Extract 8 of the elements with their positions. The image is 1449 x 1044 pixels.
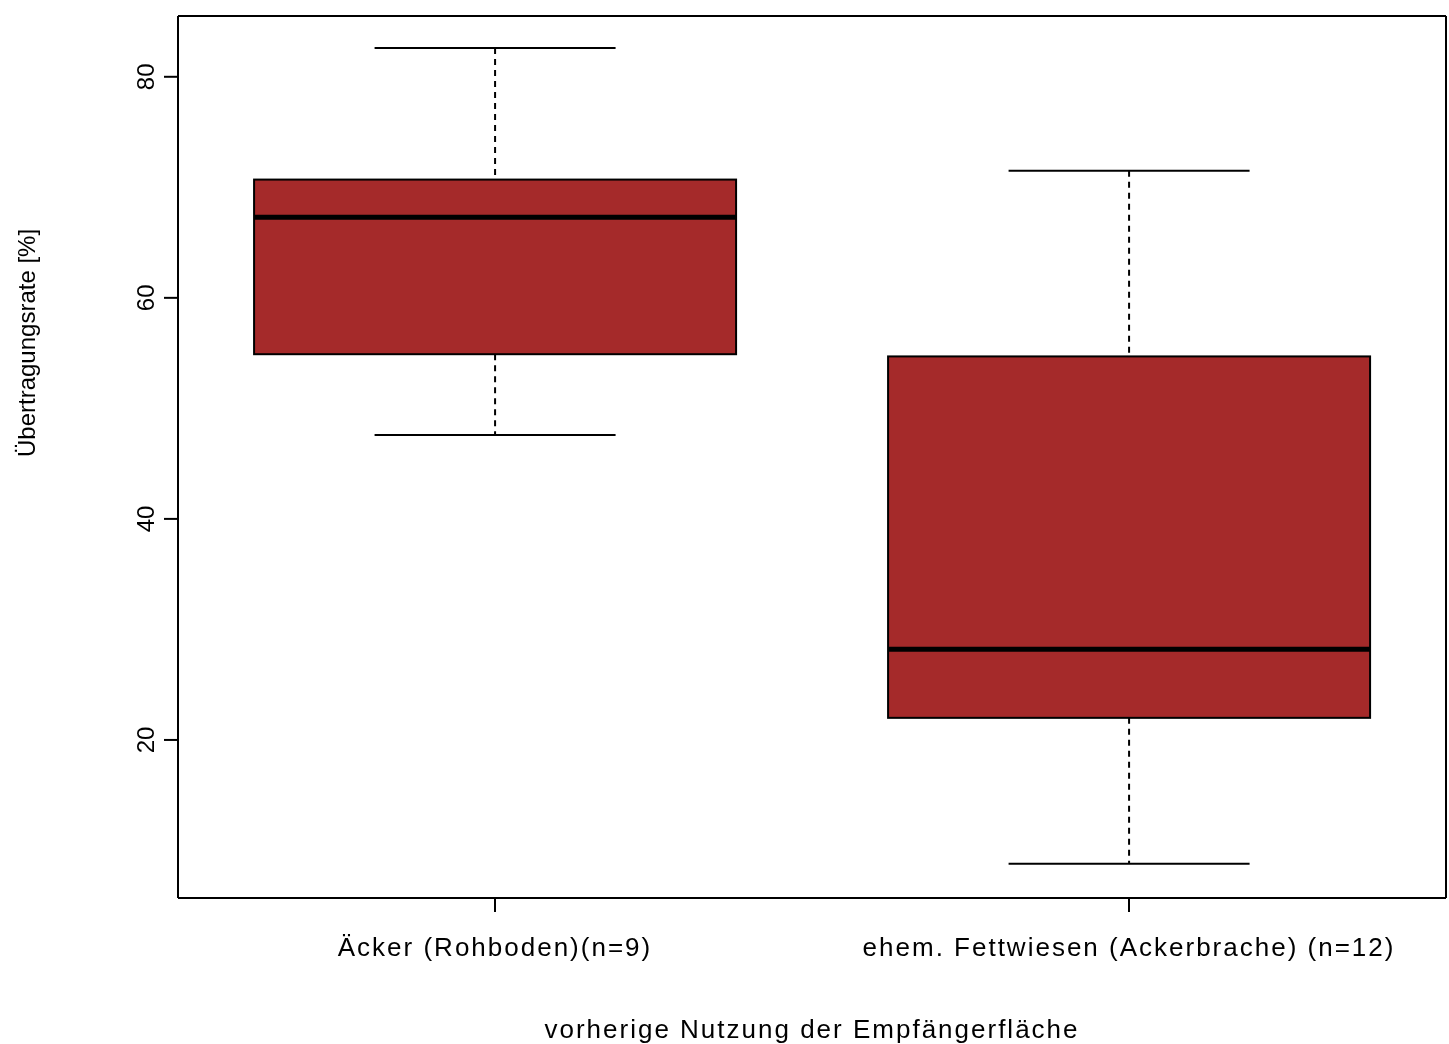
y-tick-label: 60 xyxy=(132,284,159,312)
x-tick-label: Äcker (Rohboden)(n=9) xyxy=(337,932,653,963)
y-axis-title: Übertragungsrate [%] xyxy=(12,228,40,457)
y-tick-label: 40 xyxy=(132,505,159,533)
x-tick-label: ehem. Fettwiesen (Ackerbrache) (n=12) xyxy=(862,932,1396,963)
x-axis-title: vorherige Nutzung der Empfängerfläche xyxy=(544,1014,1080,1044)
y-tick-label: 20 xyxy=(132,726,159,754)
y-tick-label: 80 xyxy=(132,63,159,91)
